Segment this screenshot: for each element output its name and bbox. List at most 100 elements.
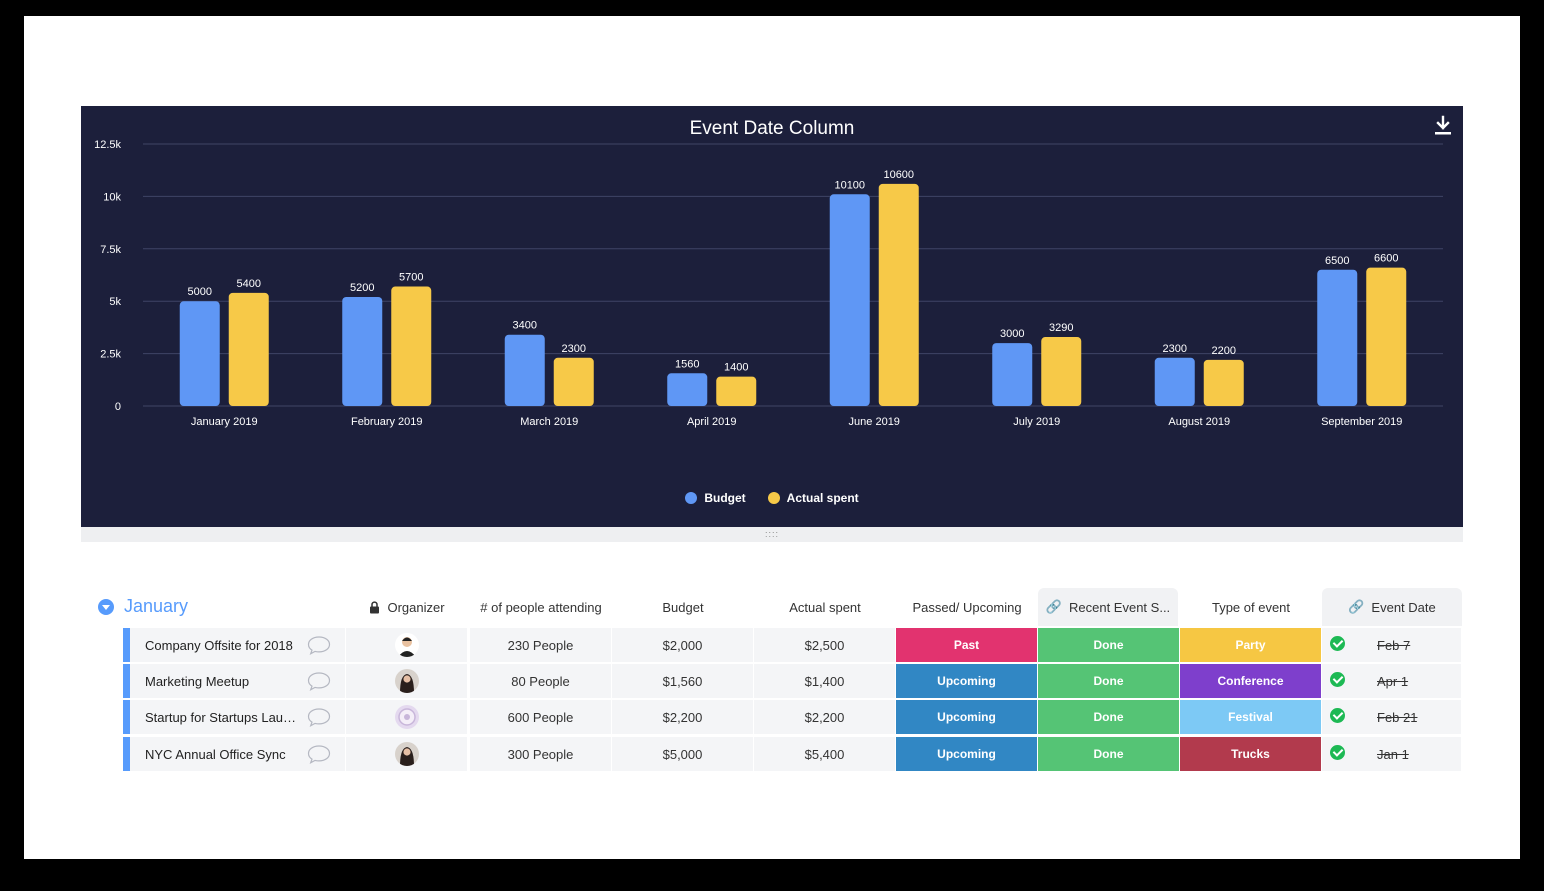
budget-cell[interactable]: $1,560 xyxy=(612,664,754,698)
organizer-cell[interactable] xyxy=(346,737,468,771)
event-date-cell[interactable]: Feb 7 xyxy=(1322,628,1462,662)
event-type-label[interactable]: Party xyxy=(1180,628,1322,662)
column-header-passed[interactable]: Passed/ Upcoming xyxy=(896,588,1038,626)
event-date-cell[interactable]: Apr 1 xyxy=(1322,664,1462,698)
item-name[interactable]: NYC Annual Office Sync xyxy=(145,746,286,762)
group-title[interactable]: January xyxy=(124,596,189,616)
collapse-toggle-icon[interactable] xyxy=(98,598,114,615)
bar-actual-spent xyxy=(878,183,919,406)
data-label: 6600 xyxy=(1374,253,1398,265)
people-cell[interactable]: 80 People xyxy=(470,664,612,698)
item-name[interactable]: Company Offsite for 2018 xyxy=(145,637,293,653)
column-header-organizer[interactable]: Organizer xyxy=(346,588,468,626)
budget-value: $2,200 xyxy=(662,709,703,725)
chart-legend: Budget Actual spent xyxy=(81,491,1463,505)
passed-status-label[interactable]: Upcoming xyxy=(896,737,1038,771)
x-tick-label: July 2019 xyxy=(1013,416,1060,428)
status-text: Done xyxy=(1093,710,1124,724)
organizer-cell[interactable] xyxy=(346,628,468,662)
event-type-label[interactable]: Festival xyxy=(1180,700,1322,734)
table-row[interactable]: Company Offsite for 2018 230 People $2,000… xyxy=(123,628,1462,662)
avatar[interactable] xyxy=(394,705,419,729)
link-icon: 🔗 xyxy=(1348,599,1365,614)
data-label: 10600 xyxy=(883,169,914,181)
legend-swatch xyxy=(767,492,780,504)
status-text: Upcoming xyxy=(937,747,996,761)
data-label: 2300 xyxy=(1163,343,1187,355)
table-row[interactable]: Marketing Meetup 80 People $1,560 $1,400 Upc… xyxy=(123,664,1462,698)
table-row[interactable]: Startup for Startups Launch 600 People $2,… xyxy=(123,700,1462,734)
passed-status-label[interactable]: Upcoming xyxy=(896,700,1038,734)
legend-item[interactable]: Budget xyxy=(685,491,746,505)
status-text: Upcoming xyxy=(937,710,996,724)
actual-spent-cell[interactable]: $2,500 xyxy=(754,628,896,662)
actual-spent-cell[interactable]: $1,400 xyxy=(754,664,896,698)
x-tick-label: March 2019 xyxy=(520,416,578,428)
event-type-label[interactable]: Conference xyxy=(1180,664,1322,698)
passed-status-label[interactable]: Upcoming xyxy=(896,664,1038,698)
column-header-budget[interactable]: Budget xyxy=(612,588,754,626)
column-header-label: Type of event xyxy=(1211,599,1291,615)
y-tick-label: 7.5k xyxy=(100,244,121,256)
event-type-label[interactable]: Trucks xyxy=(1180,737,1322,771)
recent-status-label[interactable]: Done xyxy=(1038,664,1180,698)
bar-budget xyxy=(829,194,870,406)
recent-status-label[interactable]: Done xyxy=(1038,700,1180,734)
check-circle-icon[interactable] xyxy=(1330,708,1345,723)
item-name-cell[interactable]: Company Offsite for 2018 xyxy=(130,628,346,662)
y-tick-label: 10k xyxy=(103,191,121,203)
item-name[interactable]: Startup for Startups Launch xyxy=(145,709,303,725)
chart-resize-handle[interactable]: :::: xyxy=(81,527,1463,542)
group-color-stripe xyxy=(123,700,130,734)
download-icon[interactable] xyxy=(1431,114,1455,138)
column-header-type[interactable]: Type of event xyxy=(1180,588,1322,626)
column-header-people[interactable]: # of people attending xyxy=(470,588,612,626)
table-row[interactable]: NYC Annual Office Sync 300 People $5,000 $5… xyxy=(123,737,1462,771)
legend-item[interactable]: Actual spent xyxy=(767,491,859,505)
item-name-cell[interactable]: Marketing Meetup xyxy=(130,664,346,698)
comment-bubble-icon[interactable] xyxy=(307,707,331,727)
budget-cell[interactable]: $5,000 xyxy=(612,737,754,771)
recent-status-label[interactable]: Done xyxy=(1038,628,1180,662)
status-text: Upcoming xyxy=(937,674,996,688)
event-date-cell[interactable]: Feb 21 xyxy=(1322,700,1462,734)
group-color-stripe xyxy=(123,737,130,771)
bar-actual-spent xyxy=(228,292,269,406)
avatar[interactable] xyxy=(394,669,419,693)
column-header-date[interactable]: 🔗 Event Date xyxy=(1322,588,1462,626)
budget-cell[interactable]: $2,200 xyxy=(612,700,754,734)
budget-cell[interactable]: $2,000 xyxy=(612,628,754,662)
people-cell[interactable]: 600 People xyxy=(470,700,612,734)
recent-status-label[interactable]: Done xyxy=(1038,737,1180,771)
item-name-cell[interactable]: NYC Annual Office Sync xyxy=(130,737,346,771)
check-circle-icon[interactable] xyxy=(1330,672,1345,687)
avatar[interactable] xyxy=(394,633,419,657)
event-date-cell[interactable]: Jan 1 xyxy=(1322,737,1462,771)
column-header-recent[interactable]: 🔗 Recent Event S... xyxy=(1038,588,1178,626)
item-name[interactable]: Marketing Meetup xyxy=(145,673,250,689)
organizer-cell[interactable] xyxy=(346,664,468,698)
people-cell[interactable]: 300 People xyxy=(470,737,612,771)
bar-actual-spent xyxy=(1041,337,1082,406)
actual-spent-value: $2,500 xyxy=(804,637,845,653)
data-label: 5400 xyxy=(237,278,261,290)
people-cell[interactable]: 230 People xyxy=(470,628,612,662)
comment-bubble-icon[interactable] xyxy=(307,635,331,655)
comment-bubble-icon[interactable] xyxy=(307,744,331,764)
passed-status-label[interactable]: Past xyxy=(896,628,1038,662)
check-circle-icon[interactable] xyxy=(1330,636,1345,651)
bar-budget xyxy=(667,373,708,406)
data-label: 2200 xyxy=(1212,345,1236,357)
actual-spent-cell[interactable]: $5,400 xyxy=(754,737,896,771)
group-header[interactable]: January xyxy=(98,596,188,617)
actual-spent-cell[interactable]: $2,200 xyxy=(754,700,896,734)
check-circle-icon[interactable] xyxy=(1330,745,1345,760)
status-text: Trucks xyxy=(1231,747,1270,761)
column-header-actual[interactable]: Actual spent xyxy=(754,588,896,626)
avatar[interactable] xyxy=(394,742,419,766)
column-header-label: Actual spent xyxy=(789,599,861,615)
organizer-cell[interactable] xyxy=(346,700,468,734)
item-name-cell[interactable]: Startup for Startups Launch xyxy=(130,700,346,734)
status-text: Conference xyxy=(1217,674,1284,688)
comment-bubble-icon[interactable] xyxy=(307,671,331,691)
